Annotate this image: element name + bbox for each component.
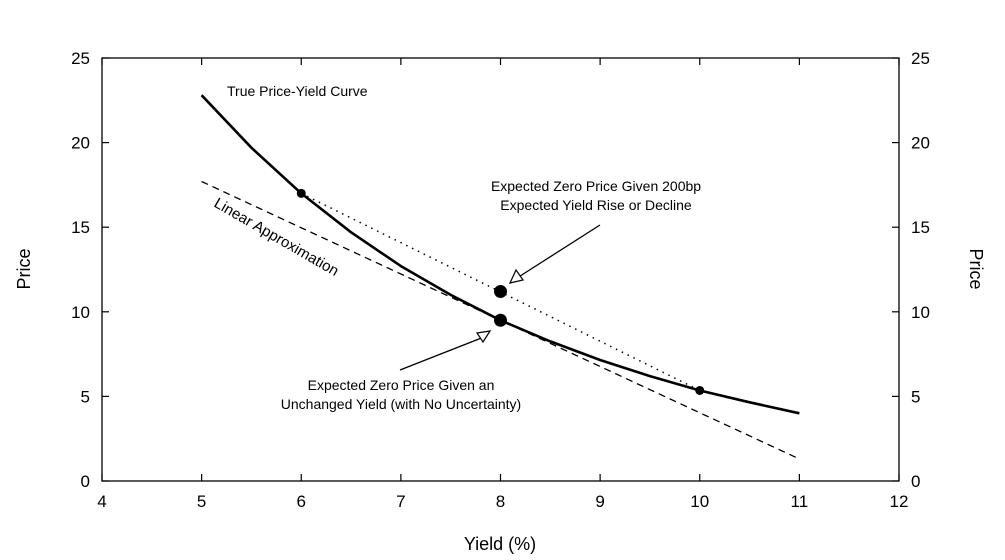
x-tick-label: 6	[297, 492, 306, 511]
plot-frame	[101, 57, 900, 482]
x-tick-label: 4	[97, 492, 106, 511]
y-axis-title-left: Price	[14, 248, 34, 289]
y-tick-label-right: 25	[911, 49, 930, 68]
y-tick-label-right: 10	[911, 303, 930, 322]
y-tick-label-left: 5	[81, 387, 90, 406]
data-point	[296, 188, 306, 198]
y-tick-label-left: 20	[71, 134, 90, 153]
x-tick-label: 11	[791, 492, 809, 511]
y-tick-label-left: 10	[71, 303, 90, 322]
annotation-expected-rise-line2: Expected Yield Rise or Decline	[500, 197, 692, 213]
annotation-expected-rise-line1: Expected Zero Price Given 200bp	[491, 178, 701, 194]
x-tick-label: 12	[890, 492, 909, 511]
x-tick-label: 8	[496, 492, 505, 511]
y-tick-label-left: 0	[81, 472, 90, 491]
y-tick-label-right: 20	[911, 134, 930, 153]
annotation-true-curve: True Price-Yield Curve	[227, 83, 368, 99]
y-tick-label-right: 0	[911, 472, 920, 491]
data-point	[494, 284, 507, 298]
x-tick-label: 9	[595, 492, 604, 511]
arrow-expected-rise	[508, 224, 601, 284]
x-axis-title: Yield (%)	[464, 534, 536, 554]
y-axis-title-right: Price	[966, 248, 986, 289]
data-points	[296, 188, 705, 395]
x-tick-label: 10	[690, 492, 709, 511]
x-tick-label: 7	[396, 492, 405, 511]
x-tick-label: 5	[197, 492, 206, 511]
annotation-unchanged-line2: Unchanged Yield (with No Uncertainty)	[281, 396, 521, 412]
y-tick-label-left: 25	[71, 49, 90, 68]
y-tick-label-left: 15	[71, 218, 90, 237]
annotation-unchanged-line1: Expected Zero Price Given an	[308, 377, 495, 393]
data-point	[494, 313, 507, 327]
y-tick-label-right: 15	[911, 218, 930, 237]
arrow-unchanged-yield	[399, 330, 492, 371]
data-point	[695, 385, 705, 395]
y-tick-label-right: 5	[911, 387, 920, 406]
